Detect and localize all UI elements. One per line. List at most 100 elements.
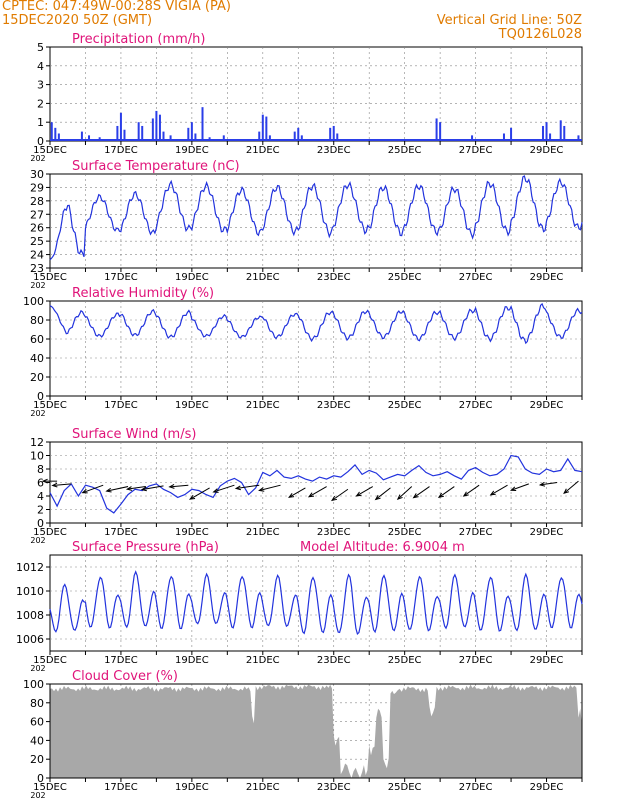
cloud-cover-area (50, 684, 582, 778)
pressure-ytick-label: 1008 (16, 609, 44, 622)
precip-bar (439, 122, 442, 141)
temp-ytick-label: 24 (30, 249, 44, 262)
wind-vector (397, 486, 413, 500)
wind-vector-head (355, 491, 362, 497)
temp-xtick-label: 15DEC (33, 272, 67, 283)
wind-vector-head (374, 494, 381, 501)
wind-vector (213, 484, 235, 493)
precip-bar (332, 125, 335, 141)
precip-bar (336, 133, 339, 141)
wind-ytick-label: 10 (30, 450, 44, 463)
rh-ytick-label: 80 (30, 314, 44, 327)
temp-xtick-label: 19DEC (175, 272, 209, 283)
precip-bar (88, 135, 91, 141)
precip-bar (119, 112, 122, 141)
wind-vector (308, 486, 327, 498)
pressure-frame (49, 554, 583, 652)
wind-vector (438, 486, 455, 498)
header-model-id: TQ0126L028 (498, 27, 582, 42)
precip-bar (57, 133, 60, 141)
precip-bar (297, 127, 300, 141)
precip-xtick-label: 27DEC (459, 145, 493, 156)
rh-xtick-label: 29DEC (530, 400, 564, 411)
cloud-xtick-label: 17DEC (104, 782, 138, 793)
precip-bar (577, 135, 580, 141)
wind-vector (259, 484, 281, 491)
precip-bar (162, 131, 165, 141)
wind-ytick-label: 4 (37, 490, 44, 503)
wind-vector-head (125, 486, 133, 491)
wind-vector-head (168, 484, 175, 489)
wind-vector-head (563, 488, 570, 495)
wind-xtick-label: 29DEC (530, 527, 564, 538)
wind-vector (463, 484, 480, 497)
precip-bar (549, 133, 552, 141)
cloud-xtick-label: 23DEC (317, 782, 351, 793)
precip-bar (300, 135, 303, 141)
wind-xtick-label: 19DEC (175, 527, 209, 538)
precip-bar (137, 122, 140, 141)
temp-xtick-label: 25DEC (388, 272, 422, 283)
precip-bar (169, 135, 172, 141)
wind-vector-head (412, 493, 419, 499)
rh-xtick-label: 27DEC (459, 400, 493, 411)
precip-bar (563, 125, 566, 141)
wind-xtick-label: 25DEC (388, 527, 422, 538)
model-altitude-label: Model Altitude: 6.9004 m (300, 540, 465, 555)
cloud-xtick-label: 25DEC (388, 782, 422, 793)
precip-xtick-label: 15DEC (33, 145, 67, 156)
pressure-xtick-label: 15DEC (33, 655, 67, 666)
pressure-ytick-label: 1006 (16, 633, 44, 646)
precip-bar (116, 125, 119, 141)
cloud-ytick-label: 0 (37, 772, 44, 785)
rh-ytick-label: 40 (30, 352, 44, 365)
pressure-xtick-label: 29DEC (530, 655, 564, 666)
precip-xtick-label: 23DEC (317, 145, 351, 156)
temp-xtick-stub: 202 (30, 281, 45, 290)
pressure-xtick-label: 27DEC (459, 655, 493, 666)
cloud-panel: 0 20 40 60 80 100 15DEC 17DEC 19DEC 21DEC 23DEC 25D… (23, 669, 583, 800)
wind-title: Surface Wind (m/s) (72, 427, 196, 442)
rh-xtick-label: 19DEC (175, 400, 209, 411)
wind-vector-head (105, 487, 112, 493)
wind-ytick-label: 12 (30, 436, 44, 449)
precip-xtick-label: 29DEC (530, 145, 564, 156)
rh-xtick-stub: 202 (30, 409, 45, 418)
rh-title: Relative Humidity (%) (72, 286, 214, 301)
wind-vector-head (189, 494, 196, 500)
wind-vector (331, 488, 349, 501)
pressure-panel: 1006 1008 1010 1012 15DEC 17DEC 19DEC 21DEC 23DE… (16, 540, 583, 673)
precip-bar (471, 135, 474, 141)
wind-vector-head (41, 478, 48, 484)
temp-ytick-label: 30 (30, 168, 44, 181)
wind-vector-head (51, 482, 58, 488)
precip-bar (559, 120, 562, 141)
temp-ytick-label: 23 (30, 262, 44, 275)
wind-vector-head (212, 488, 219, 493)
precip-bar (222, 135, 225, 141)
wind-vector-head (396, 494, 403, 500)
rh-xtick-label: 25DEC (388, 400, 422, 411)
wind-vector (52, 483, 72, 486)
wind-ytick-label: 0 (37, 517, 44, 530)
cloud-xtick-label: 27DEC (459, 782, 493, 793)
precip-bar (268, 135, 271, 141)
precip-bar (80, 131, 83, 141)
wind-vector-head (462, 491, 469, 497)
precip-bar (123, 129, 126, 141)
wind-xtick-label: 17DEC (104, 527, 138, 538)
precip-bar (194, 133, 197, 141)
precip-xtick-label: 19DEC (175, 145, 209, 156)
temp-xtick-label: 17DEC (104, 272, 138, 283)
precip-bar (545, 122, 548, 141)
precip-bar (50, 122, 53, 141)
temp-xtick-label: 21DEC (246, 272, 280, 283)
precip-bar (54, 127, 57, 141)
temp-xtick-label: 27DEC (459, 272, 493, 283)
precip-ytick-label: 3 (37, 79, 44, 92)
pressure-ytick-label: 1012 (16, 561, 44, 574)
wind-xtick-label: 23DEC (317, 527, 351, 538)
precip-xtick-stub: 202 (30, 154, 45, 163)
